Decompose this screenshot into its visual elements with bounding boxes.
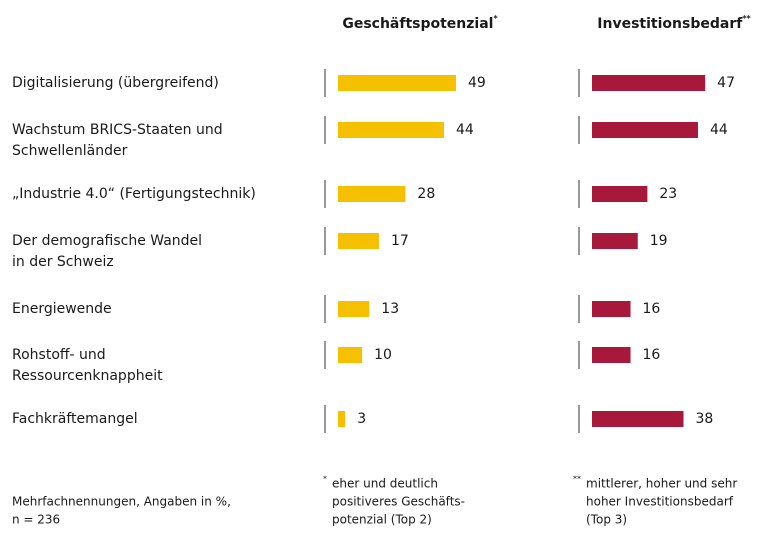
series-header: Investitionsbedarf** bbox=[597, 14, 751, 33]
bar bbox=[592, 347, 631, 363]
footnote: positiveres Geschäfts- bbox=[332, 495, 465, 509]
category-label: „Industrie 4.0“ (Fertigungstechnik) bbox=[12, 186, 256, 202]
note: Mehrfachnennungen, Angaben in %, bbox=[12, 495, 231, 509]
footnote: eher und deutlich bbox=[332, 477, 438, 491]
category-label: Fachkräftemangel bbox=[12, 411, 138, 427]
value-label: 16 bbox=[643, 347, 661, 363]
note: n = 236 bbox=[12, 513, 60, 527]
category-label: Digitalisierung (übergreifend) bbox=[12, 75, 219, 91]
value-label: 13 bbox=[381, 301, 399, 317]
bar bbox=[338, 186, 406, 202]
footnote: mittlerer, hoher und sehr bbox=[586, 477, 737, 491]
bar bbox=[592, 75, 706, 91]
category-label: Wachstum BRICS-Staaten und bbox=[12, 122, 223, 138]
value-label: 47 bbox=[717, 75, 735, 91]
footnote: potenzial (Top 2) bbox=[332, 513, 432, 527]
bar bbox=[592, 186, 648, 202]
value-label: 28 bbox=[417, 186, 435, 202]
category-label: Der demografische Wandel bbox=[12, 233, 202, 249]
series-name: Investitionsbedarf bbox=[597, 16, 743, 32]
bar bbox=[338, 75, 456, 91]
footnote: hoher Investitionsbedarf bbox=[586, 495, 734, 509]
bar bbox=[592, 122, 698, 138]
series-header: Geschäftspotenzial* bbox=[342, 14, 498, 33]
bar bbox=[338, 233, 379, 249]
bar bbox=[338, 347, 363, 363]
value-label: 16 bbox=[643, 301, 661, 317]
value-label: 49 bbox=[468, 75, 486, 91]
value-label: 10 bbox=[374, 347, 392, 363]
footnote-marker: * bbox=[323, 475, 327, 484]
bar bbox=[338, 411, 346, 427]
value-label: 44 bbox=[456, 122, 474, 138]
category-label: in der Schweiz bbox=[12, 254, 114, 270]
value-label: 17 bbox=[391, 233, 409, 249]
bar bbox=[592, 301, 631, 317]
footnote-marker: ** bbox=[573, 475, 581, 484]
value-label: 44 bbox=[710, 122, 728, 138]
series-marker: * bbox=[493, 14, 498, 23]
series-marker: ** bbox=[742, 14, 751, 23]
category-label: Energiewende bbox=[12, 301, 112, 317]
category-label: Rohstoff- und bbox=[12, 347, 106, 363]
value-label: 19 bbox=[650, 233, 668, 249]
value-label: 38 bbox=[696, 411, 714, 427]
bar bbox=[592, 411, 684, 427]
category-label: Schwellenländer bbox=[12, 143, 128, 159]
value-label: 23 bbox=[659, 186, 677, 202]
footnote: (Top 3) bbox=[586, 513, 627, 527]
bar bbox=[592, 233, 638, 249]
bar bbox=[338, 122, 444, 138]
category-label: Ressourcenknappheit bbox=[12, 368, 163, 384]
value-label: 3 bbox=[357, 411, 366, 427]
series-name: Geschäftspotenzial bbox=[342, 16, 493, 32]
bar bbox=[338, 301, 370, 317]
